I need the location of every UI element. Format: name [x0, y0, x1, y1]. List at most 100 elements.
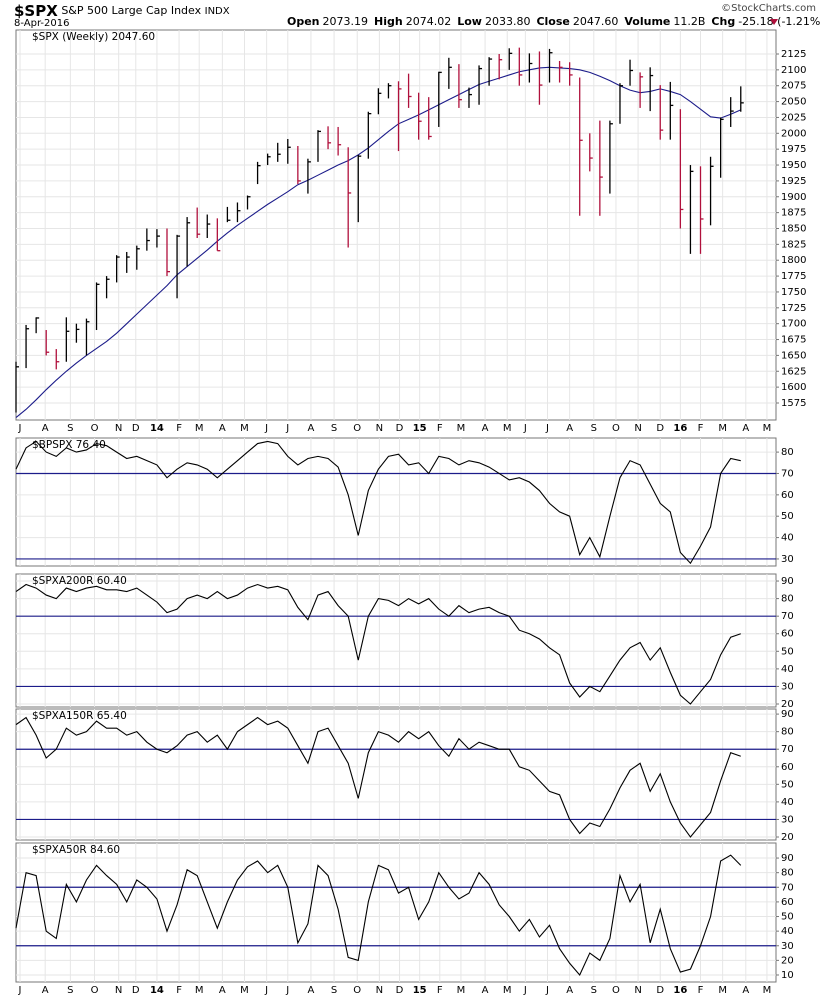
y-tick-label: 1600: [781, 382, 806, 393]
y-tick-label: 50: [781, 646, 794, 657]
x-tick-label: F: [698, 985, 704, 996]
x-tick-label: A: [42, 423, 49, 434]
panel-title: $SPXA50R 84.60: [32, 844, 120, 856]
y-tick-label: 1875: [781, 208, 806, 219]
x-tick-label: J: [285, 985, 289, 996]
y-tick-label: 80: [781, 447, 794, 458]
x-tick-label: N: [115, 985, 122, 996]
x-tick-label: F: [437, 423, 443, 434]
y-tick-label: 20: [781, 699, 794, 710]
x-tick-label: F: [176, 985, 182, 996]
panel-title: $BPSPX 76.40: [32, 439, 106, 451]
y-tick-label: 40: [781, 926, 794, 937]
x-tick-label: J: [545, 985, 549, 996]
x-tick-label: A: [219, 423, 226, 434]
y-tick-label: 60: [781, 897, 794, 908]
x-tick-label: F: [437, 985, 443, 996]
credit: ©StockCharts.com: [721, 3, 816, 14]
x-tick-label: D: [132, 985, 140, 996]
quote-label: Open: [287, 15, 320, 28]
x-tick-label: J: [264, 985, 268, 996]
x-tick-label: A: [742, 423, 749, 434]
y-tick-label: 50: [781, 511, 794, 522]
y-tick-label: 1850: [781, 223, 806, 234]
x-tick-label: S: [591, 423, 597, 434]
x-tick-label: S: [331, 423, 337, 434]
y-tick-label: 10: [781, 970, 794, 981]
y-tick-label: 30: [781, 941, 794, 952]
header-line: $SPX S&P 500 Large Cap Index INDX: [14, 2, 230, 20]
y-tick-label: 2100: [781, 65, 806, 76]
x-tick-label: A: [308, 985, 315, 996]
x-tick-label: 15: [413, 423, 427, 434]
quote-value: 11.2B: [673, 15, 705, 28]
x-tick-label: J: [264, 423, 268, 434]
x-tick-label: O: [612, 423, 620, 434]
y-tick-label: 90: [781, 709, 794, 720]
y-tick-label: 2075: [781, 81, 806, 92]
y-tick-label: 1825: [781, 239, 806, 250]
quote-line: Open 2073.19 High 2074.02 Low 2033.80 Close 204…: [287, 15, 820, 28]
y-tick-label: 40: [781, 664, 794, 675]
panel-title: $SPX (Weekly) 2047.60: [32, 31, 155, 43]
y-tick-label: 1650: [781, 350, 806, 361]
x-tick-label: N: [634, 423, 641, 434]
x-tick-label: 16: [673, 423, 687, 434]
y-tick-label: 1625: [781, 366, 806, 377]
quote-label: High: [374, 15, 403, 28]
y-tick-label: 20: [781, 955, 794, 966]
x-tick-label: J: [523, 423, 527, 434]
x-tick-label: J: [18, 423, 22, 434]
y-tick-label: 1800: [781, 255, 806, 266]
y-tick-label: 1675: [781, 335, 806, 346]
y-tick-label: 50: [781, 912, 794, 923]
y-tick-label: 60: [781, 629, 794, 640]
x-tick-label: A: [482, 985, 489, 996]
x-tick-label: N: [376, 985, 383, 996]
panel-frame: [15, 437, 777, 567]
x-tick-label: F: [176, 423, 182, 434]
indicator-line: [15, 716, 741, 838]
x-tick-label: N: [634, 985, 641, 996]
x-tick-label: N: [115, 423, 122, 434]
x-tick-label: S: [591, 985, 597, 996]
y-tick-label: 50: [781, 779, 794, 790]
y-tick-label: 1700: [781, 319, 806, 330]
date: 8-Apr-2016: [14, 18, 69, 29]
y-tick-label: 1925: [781, 176, 806, 187]
panel-frame: [15, 708, 777, 841]
quote-label: Close: [536, 15, 569, 28]
y-tick-label: 30: [781, 814, 794, 825]
y-tick-label: 20: [781, 832, 794, 843]
indicator-line: [15, 440, 741, 565]
index-name: S&P 500 Large Cap Index: [61, 4, 201, 17]
x-tick-label: M: [457, 423, 466, 434]
indicator-line: [15, 583, 741, 705]
x-tick-label: D: [656, 423, 664, 434]
x-tick-label: M: [195, 423, 204, 434]
y-tick-label: 80: [781, 727, 794, 738]
y-tick-label: 80: [781, 594, 794, 605]
y-tick-label: 40: [781, 533, 794, 544]
y-tick-label: 60: [781, 762, 794, 773]
y-tick-label: 1950: [781, 160, 806, 171]
y-tick-label: 1750: [781, 287, 806, 298]
x-tick-label: J: [523, 985, 527, 996]
x-tick-label: J: [18, 985, 22, 996]
y-tick-label: 1775: [781, 271, 806, 282]
quote-value: 2033.80: [485, 15, 531, 28]
x-tick-label: M: [718, 985, 727, 996]
x-tick-label: A: [566, 985, 573, 996]
x-tick-label: M: [457, 985, 466, 996]
x-tick-label: A: [308, 423, 315, 434]
y-tick-label: 70: [781, 611, 794, 622]
y-tick-label: 1900: [781, 192, 806, 203]
x-tick-label: 15: [413, 985, 427, 996]
panel-frame: [15, 29, 777, 421]
y-tick-label: 80: [781, 868, 794, 879]
x-tick-label: A: [219, 985, 226, 996]
x-tick-label: J: [285, 423, 289, 434]
x-tick-label: M: [240, 985, 249, 996]
x-tick-label: D: [396, 985, 404, 996]
x-tick-label: F: [698, 423, 704, 434]
